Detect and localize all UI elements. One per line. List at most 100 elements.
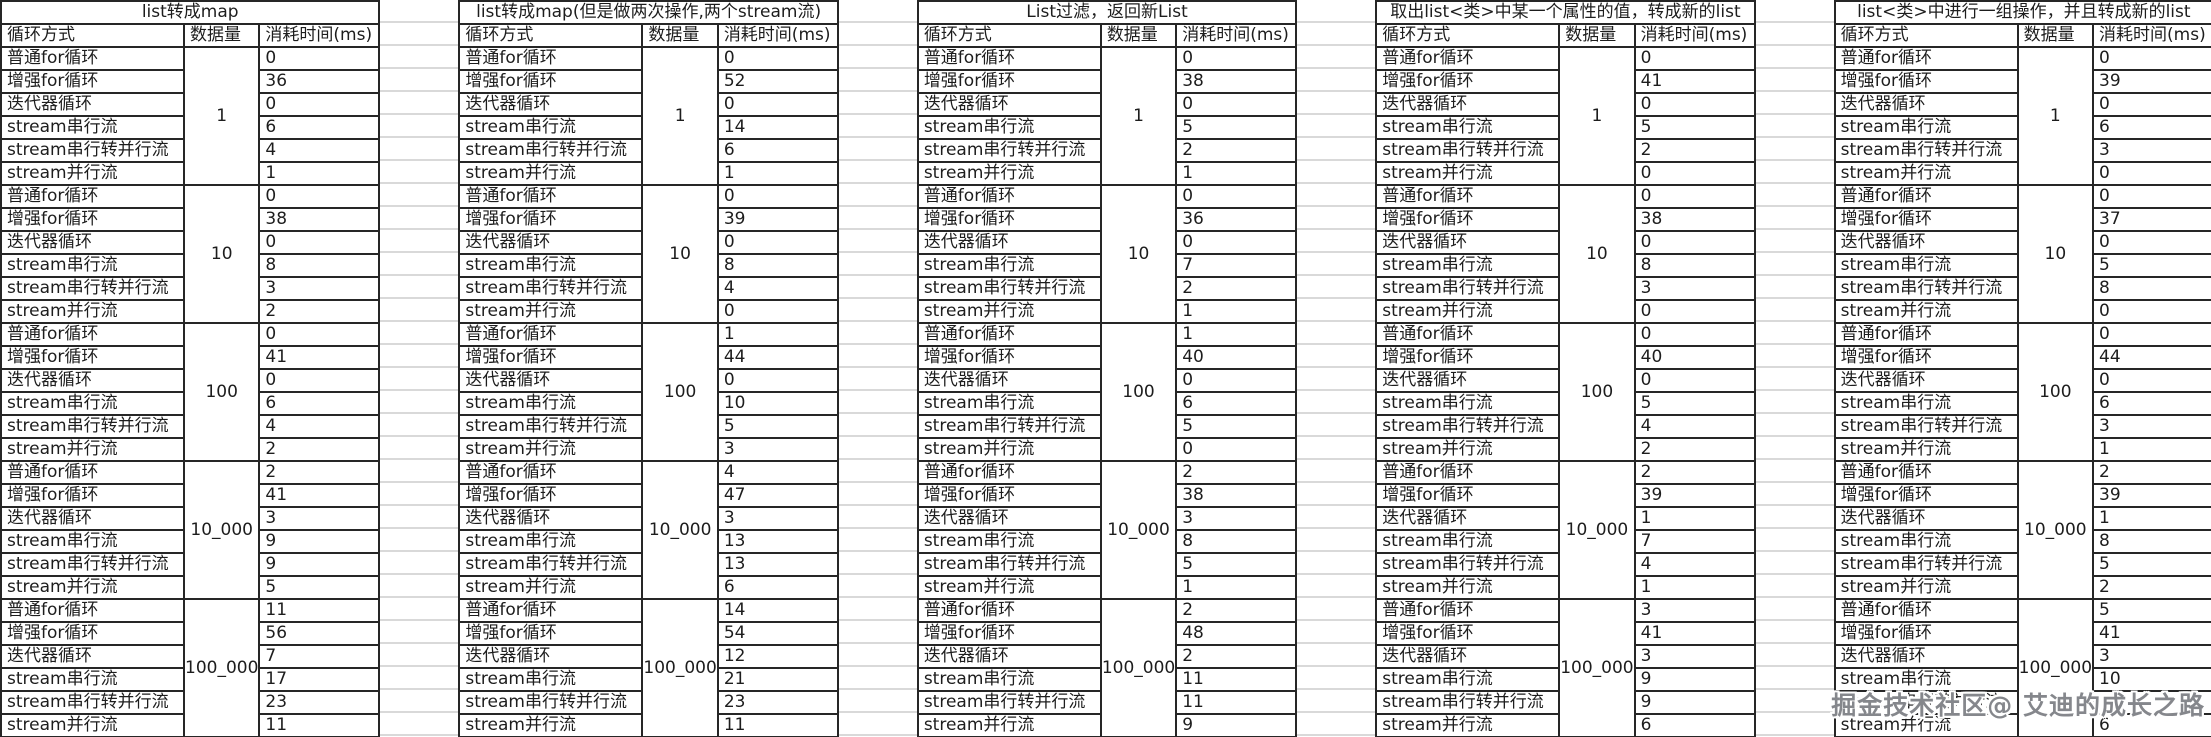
- time-cell[interactable]: 1: [1175, 299, 1298, 324]
- time-cell[interactable]: 0: [1175, 184, 1298, 209]
- time-cell[interactable]: 8: [1175, 529, 1298, 554]
- method-cell[interactable]: stream串行转并行流: [0, 414, 185, 439]
- time-cell[interactable]: 5: [1633, 391, 1756, 416]
- time-cell[interactable]: 0: [1175, 368, 1298, 393]
- time-cell[interactable]: 9: [1175, 713, 1298, 737]
- method-cell[interactable]: 增强for循环: [1375, 207, 1561, 232]
- time-cell[interactable]: 6: [258, 115, 381, 140]
- time-cell[interactable]: 52: [716, 69, 839, 94]
- time-cell[interactable]: 5: [258, 575, 381, 600]
- method-cell[interactable]: stream串行流: [1375, 529, 1561, 554]
- time-cell[interactable]: 0: [1633, 368, 1756, 393]
- time-cell[interactable]: 41: [258, 483, 381, 508]
- col-header-time[interactable]: 消耗时间(ms): [1175, 23, 1298, 48]
- method-cell[interactable]: 迭代器循环: [1375, 644, 1561, 669]
- volume-cell[interactable]: 10_000: [182, 460, 261, 600]
- time-cell[interactable]: 4: [716, 276, 839, 301]
- table-title[interactable]: list转成map(但是做两次操作,两个stream流): [458, 0, 839, 25]
- method-cell[interactable]: 迭代器循环: [0, 92, 185, 117]
- method-cell[interactable]: 迭代器循环: [1375, 92, 1561, 117]
- time-cell[interactable]: 0: [716, 230, 839, 255]
- method-cell[interactable]: 增强for循环: [458, 621, 644, 646]
- time-cell[interactable]: 17: [258, 667, 381, 692]
- time-cell[interactable]: 40: [1175, 345, 1298, 370]
- method-cell[interactable]: 普通for循环: [458, 460, 644, 485]
- time-cell[interactable]: 0: [1633, 92, 1756, 117]
- method-cell[interactable]: 普通for循环: [1833, 460, 2019, 485]
- method-cell[interactable]: 普通for循环: [458, 598, 644, 623]
- method-cell[interactable]: 迭代器循环: [458, 644, 644, 669]
- time-cell[interactable]: 56: [258, 621, 381, 646]
- time-cell[interactable]: 1: [716, 322, 839, 347]
- time-cell[interactable]: 3: [258, 276, 381, 301]
- method-cell[interactable]: stream串行流: [916, 391, 1102, 416]
- method-cell[interactable]: stream并行流: [1375, 161, 1561, 186]
- volume-cell[interactable]: 100: [1099, 322, 1178, 462]
- method-cell[interactable]: stream串行转并行流: [0, 138, 185, 163]
- method-cell[interactable]: 普通for循环: [0, 46, 185, 71]
- time-cell[interactable]: 8: [2092, 529, 2211, 554]
- method-cell[interactable]: stream串行流: [458, 667, 644, 692]
- method-cell[interactable]: 迭代器循环: [916, 92, 1102, 117]
- method-cell[interactable]: stream串行流: [0, 391, 185, 416]
- method-cell[interactable]: 迭代器循环: [1375, 506, 1561, 531]
- time-cell[interactable]: 14: [716, 115, 839, 140]
- volume-cell[interactable]: 10: [1558, 184, 1636, 324]
- time-cell[interactable]: 2: [2092, 460, 2211, 485]
- method-cell[interactable]: 增强for循环: [458, 483, 644, 508]
- time-cell[interactable]: 11: [716, 713, 839, 737]
- time-cell[interactable]: 5: [2092, 552, 2211, 577]
- method-cell[interactable]: 普通for循环: [1375, 46, 1561, 71]
- method-cell[interactable]: stream串行流: [458, 391, 644, 416]
- time-cell[interactable]: 39: [2092, 483, 2211, 508]
- time-cell[interactable]: 3: [2092, 644, 2211, 669]
- time-cell[interactable]: 0: [1633, 322, 1756, 347]
- time-cell[interactable]: 1: [2092, 506, 2211, 531]
- method-cell[interactable]: 增强for循环: [916, 621, 1102, 646]
- method-cell[interactable]: 迭代器循环: [0, 230, 185, 255]
- method-cell[interactable]: stream串行转并行流: [1375, 690, 1561, 715]
- method-cell[interactable]: 增强for循环: [1833, 345, 2019, 370]
- method-cell[interactable]: stream串行流: [458, 115, 644, 140]
- volume-cell[interactable]: 100_000: [1558, 598, 1636, 737]
- volume-cell[interactable]: 100_000: [2016, 598, 2095, 737]
- time-cell[interactable]: 3: [1633, 598, 1756, 623]
- volume-cell[interactable]: 1: [1558, 46, 1636, 186]
- col-header-time[interactable]: 消耗时间(ms): [1633, 23, 1756, 48]
- time-cell[interactable]: 2: [258, 437, 381, 462]
- time-cell[interactable]: 0: [1633, 46, 1756, 71]
- time-cell[interactable]: 0: [2092, 92, 2211, 117]
- time-cell[interactable]: 38: [1175, 483, 1298, 508]
- method-cell[interactable]: 迭代器循环: [1375, 230, 1561, 255]
- method-cell[interactable]: stream串行转并行流: [916, 276, 1102, 301]
- time-cell[interactable]: 38: [1633, 207, 1756, 232]
- time-cell[interactable]: 0: [2092, 184, 2211, 209]
- volume-cell[interactable]: 10_000: [2016, 460, 2095, 600]
- time-cell[interactable]: 36: [258, 69, 381, 94]
- time-cell[interactable]: 11: [1175, 690, 1298, 715]
- method-cell[interactable]: stream串行转并行流: [1833, 276, 2019, 301]
- time-cell[interactable]: 0: [1633, 299, 1756, 324]
- time-cell[interactable]: 1: [1175, 161, 1298, 186]
- time-cell[interactable]: 7: [1175, 253, 1298, 278]
- method-cell[interactable]: stream并行流: [1833, 575, 2019, 600]
- method-cell[interactable]: stream串行转并行流: [916, 690, 1102, 715]
- time-cell[interactable]: 4: [1633, 414, 1756, 439]
- time-cell[interactable]: 3: [2092, 414, 2211, 439]
- time-cell[interactable]: [2092, 690, 2211, 715]
- method-cell[interactable]: 迭代器循环: [1833, 506, 2019, 531]
- time-cell[interactable]: 37: [2092, 207, 2211, 232]
- method-cell[interactable]: 迭代器循环: [458, 506, 644, 531]
- time-cell[interactable]: 3: [1175, 506, 1298, 531]
- col-header-method[interactable]: 循环方式: [916, 23, 1102, 48]
- time-cell[interactable]: 0: [1633, 230, 1756, 255]
- method-cell[interactable]: 普通for循环: [1375, 322, 1561, 347]
- method-cell[interactable]: 普通for循环: [458, 322, 644, 347]
- volume-cell[interactable]: 100: [1558, 322, 1636, 462]
- method-cell[interactable]: 迭代器循环: [916, 230, 1102, 255]
- time-cell[interactable]: 39: [716, 207, 839, 232]
- method-cell[interactable]: stream并行流: [1833, 299, 2019, 324]
- time-cell[interactable]: 1: [2092, 437, 2211, 462]
- method-cell[interactable]: stream串行转并行流: [458, 138, 644, 163]
- method-cell[interactable]: stream串行转并行流: [916, 414, 1102, 439]
